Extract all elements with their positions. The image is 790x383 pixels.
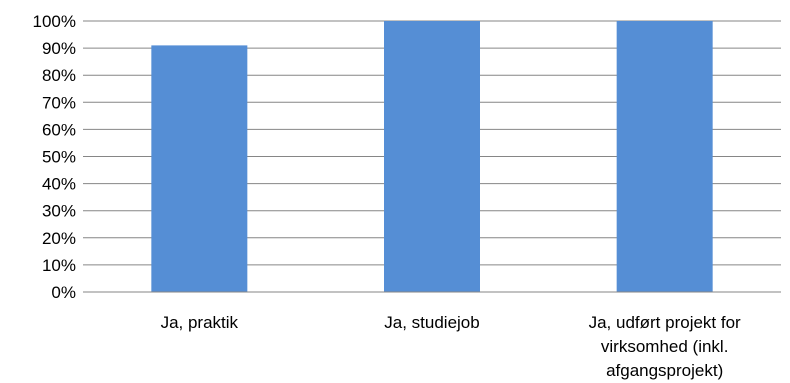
y-axis-tick-labels: 0% 10% 20% 30% 40% 50% 60% 70% 80% 90% 100% [33,12,76,302]
y-tick-label: 70% [42,93,76,112]
y-tick-label: 0% [51,283,76,302]
y-tick-label: 10% [42,256,76,275]
y-tick-label: 40% [42,175,76,194]
x-category-label: Ja, studiejob [384,313,479,332]
bar [616,21,713,292]
x-category-label-line: virksomhed (inkl. [601,337,729,356]
y-tick-label: 20% [42,229,76,248]
x-axis-category-labels: Ja, praktik Ja, studiejob Ja, udført proje… [161,313,741,380]
x-category-label-line: Ja, studiejob [384,313,479,332]
y-tick-label: 80% [42,66,76,85]
bar [384,21,480,292]
y-tick-label: 90% [42,39,76,58]
x-category-label-line: afgangsprojekt) [606,361,723,380]
x-category-label-line: Ja, praktik [161,313,239,332]
y-tick-label: 50% [42,148,76,167]
x-category-label: Ja, udført projekt for virksomhed (inkl. a… [589,313,741,380]
y-tick-label: 100% [33,12,76,31]
bar [151,45,248,292]
x-category-label-line: Ja, udført projekt for [589,313,741,332]
y-tick-label: 60% [42,120,76,139]
bars [151,21,713,292]
y-tick-label: 30% [42,202,76,221]
x-category-label: Ja, praktik [161,313,239,332]
